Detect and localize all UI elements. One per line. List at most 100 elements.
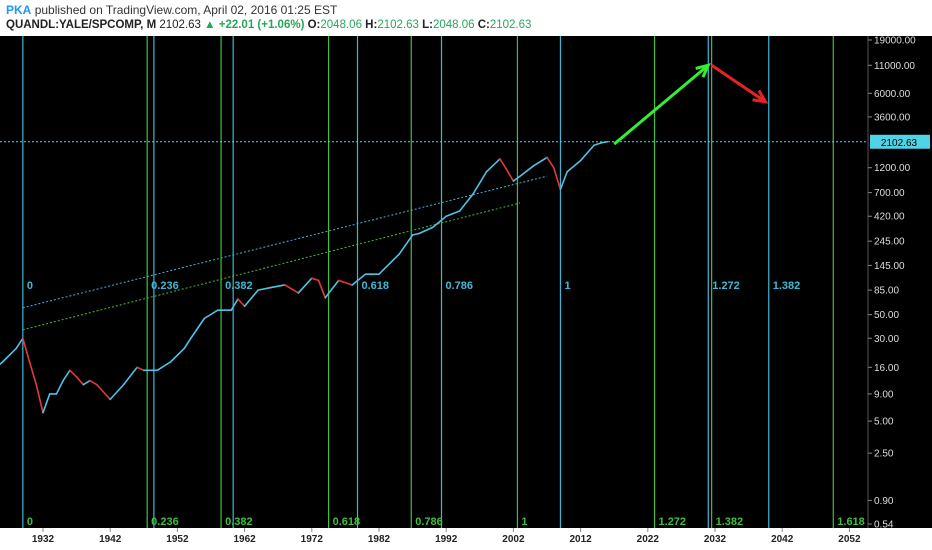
arrow-head bbox=[752, 89, 769, 104]
price-segment[interactable] bbox=[599, 140, 609, 144]
price-segment[interactable] bbox=[499, 158, 508, 171]
fib-level-label: 1 bbox=[564, 280, 570, 292]
price-segment[interactable] bbox=[257, 286, 273, 291]
price-segment[interactable] bbox=[156, 361, 172, 372]
x-tick-label: 2002 bbox=[502, 534, 525, 545]
x-tick-label: 1972 bbox=[301, 534, 324, 545]
price-segment[interactable] bbox=[472, 170, 488, 195]
price-segment[interactable] bbox=[579, 144, 595, 162]
price-segment[interactable] bbox=[69, 369, 78, 378]
price-segment[interactable] bbox=[378, 260, 394, 275]
price-change: ▲ +22.01 (+1.06%) bbox=[204, 19, 305, 31]
price-segment[interactable] bbox=[15, 337, 24, 350]
symbol-info: QUANDL:YALE/SPCOMP, M 2102.63 ▲ +22.01 (… bbox=[6, 19, 531, 31]
price-segment[interactable] bbox=[324, 279, 340, 299]
price-segment[interactable] bbox=[310, 277, 320, 282]
ohlc-open: O:2048.06 bbox=[307, 19, 362, 31]
price-segment[interactable] bbox=[136, 366, 145, 372]
y-tick-label: 1200.00 bbox=[874, 163, 911, 174]
price-segment[interactable] bbox=[566, 159, 582, 173]
price-chart[interactable]: 0 0.236 0.382 0.618 0.786 1 1.272 1.382 0 0.236 0.… bbox=[0, 36, 932, 550]
y-tick-label: 145.00 bbox=[874, 261, 905, 272]
price-segment[interactable] bbox=[0, 361, 4, 374]
published-text: published on TradingView.com, April 02, … bbox=[34, 3, 338, 17]
author-name[interactable]: PKA bbox=[6, 3, 32, 17]
y-tick-label: 50.00 bbox=[874, 310, 899, 321]
price-segment[interactable] bbox=[28, 361, 38, 386]
fib-level-label: 1.382 bbox=[773, 280, 801, 292]
price-segment[interactable] bbox=[95, 383, 111, 401]
price-segment[interactable] bbox=[593, 142, 602, 147]
price-segment[interactable] bbox=[109, 383, 125, 401]
price-segment[interactable] bbox=[458, 193, 474, 212]
y-tick-label: 0.54 bbox=[874, 520, 894, 531]
price-segment[interactable] bbox=[237, 298, 246, 308]
price-segment[interactable] bbox=[559, 170, 568, 191]
y-tick-label: 30.00 bbox=[874, 334, 899, 345]
price-segment[interactable] bbox=[391, 253, 400, 262]
price-segment[interactable] bbox=[284, 284, 300, 294]
price-segment[interactable] bbox=[519, 165, 535, 177]
price-segment[interactable] bbox=[122, 366, 138, 386]
price-segment[interactable] bbox=[82, 379, 91, 386]
price-segment[interactable] bbox=[35, 383, 44, 414]
channel-trendline[interactable] bbox=[22, 202, 521, 331]
ohlc-low: L:2048.06 bbox=[422, 19, 475, 31]
price-segment[interactable] bbox=[230, 298, 239, 312]
y-tick-label: 420.00 bbox=[874, 212, 905, 223]
price-segment[interactable] bbox=[190, 317, 206, 340]
y-tick-label: 2.50 bbox=[874, 449, 894, 460]
fib-level-label: 0 bbox=[27, 280, 33, 292]
plot-background bbox=[0, 36, 868, 528]
y-tick-label: 6000.00 bbox=[874, 89, 911, 100]
y-tick-label: 3600.00 bbox=[874, 112, 911, 123]
fib-bottom-label: 1.618 bbox=[837, 516, 865, 528]
ohlc-close: C:2102.63 bbox=[477, 19, 532, 31]
price-segment[interactable] bbox=[445, 210, 461, 218]
projection-arrow-up[interactable] bbox=[613, 64, 710, 146]
x-tick-label: 2052 bbox=[838, 534, 861, 545]
y-tick-label: 85.00 bbox=[874, 286, 899, 297]
projection-arrow-down[interactable] bbox=[710, 64, 767, 103]
price-segment[interactable] bbox=[337, 279, 353, 286]
price-segment[interactable] bbox=[431, 215, 448, 229]
price-segment[interactable] bbox=[1, 347, 17, 363]
x-tick-label: 2012 bbox=[569, 534, 592, 545]
price-segment[interactable] bbox=[22, 337, 31, 363]
price-segment[interactable] bbox=[270, 284, 286, 289]
price-segment[interactable] bbox=[317, 279, 327, 299]
price-segment[interactable] bbox=[243, 289, 259, 308]
price-segment[interactable] bbox=[62, 369, 71, 382]
last-price-badge-label: 2102.63 bbox=[881, 138, 918, 149]
fib-level-label: 0.618 bbox=[361, 280, 389, 292]
x-tick-label: 1932 bbox=[32, 534, 55, 545]
price-segment[interactable] bbox=[42, 393, 51, 414]
price-segment[interactable] bbox=[55, 379, 64, 395]
price-segment[interactable] bbox=[183, 337, 192, 350]
symbol-name[interactable]: QUANDL:YALE/SPCOMP, M bbox=[6, 19, 157, 31]
price-segment[interactable] bbox=[351, 273, 367, 286]
price-segment[interactable] bbox=[546, 156, 555, 169]
price-segment[interactable] bbox=[203, 309, 219, 320]
y-tick-label: 19000.00 bbox=[874, 36, 916, 47]
price-change-value: +22.01 (+1.06%) bbox=[218, 19, 305, 31]
price-segment[interactable] bbox=[512, 175, 521, 182]
price-segment[interactable] bbox=[297, 277, 313, 294]
price-segment[interactable] bbox=[169, 347, 185, 363]
y-tick-label: 5.00 bbox=[874, 417, 894, 428]
price-segment[interactable] bbox=[552, 166, 562, 191]
x-tick-label: 1992 bbox=[435, 534, 458, 545]
price-segment[interactable] bbox=[75, 376, 85, 386]
price-segment[interactable] bbox=[398, 234, 414, 255]
price-segment[interactable] bbox=[532, 156, 548, 167]
y-tick-label: 9.00 bbox=[874, 389, 894, 400]
chart-header: PKA published on TradingView.com, April … bbox=[0, 0, 932, 36]
price-segment[interactable] bbox=[485, 158, 501, 173]
price-segment[interactable] bbox=[505, 168, 515, 182]
last-price-badge bbox=[870, 134, 930, 149]
fib-bottom-label: 0 bbox=[27, 516, 33, 528]
y-tick-label: 0.90 bbox=[874, 496, 894, 507]
price-segment[interactable] bbox=[418, 226, 434, 235]
price-segment[interactable] bbox=[411, 232, 421, 236]
price-segment[interactable] bbox=[89, 379, 98, 386]
